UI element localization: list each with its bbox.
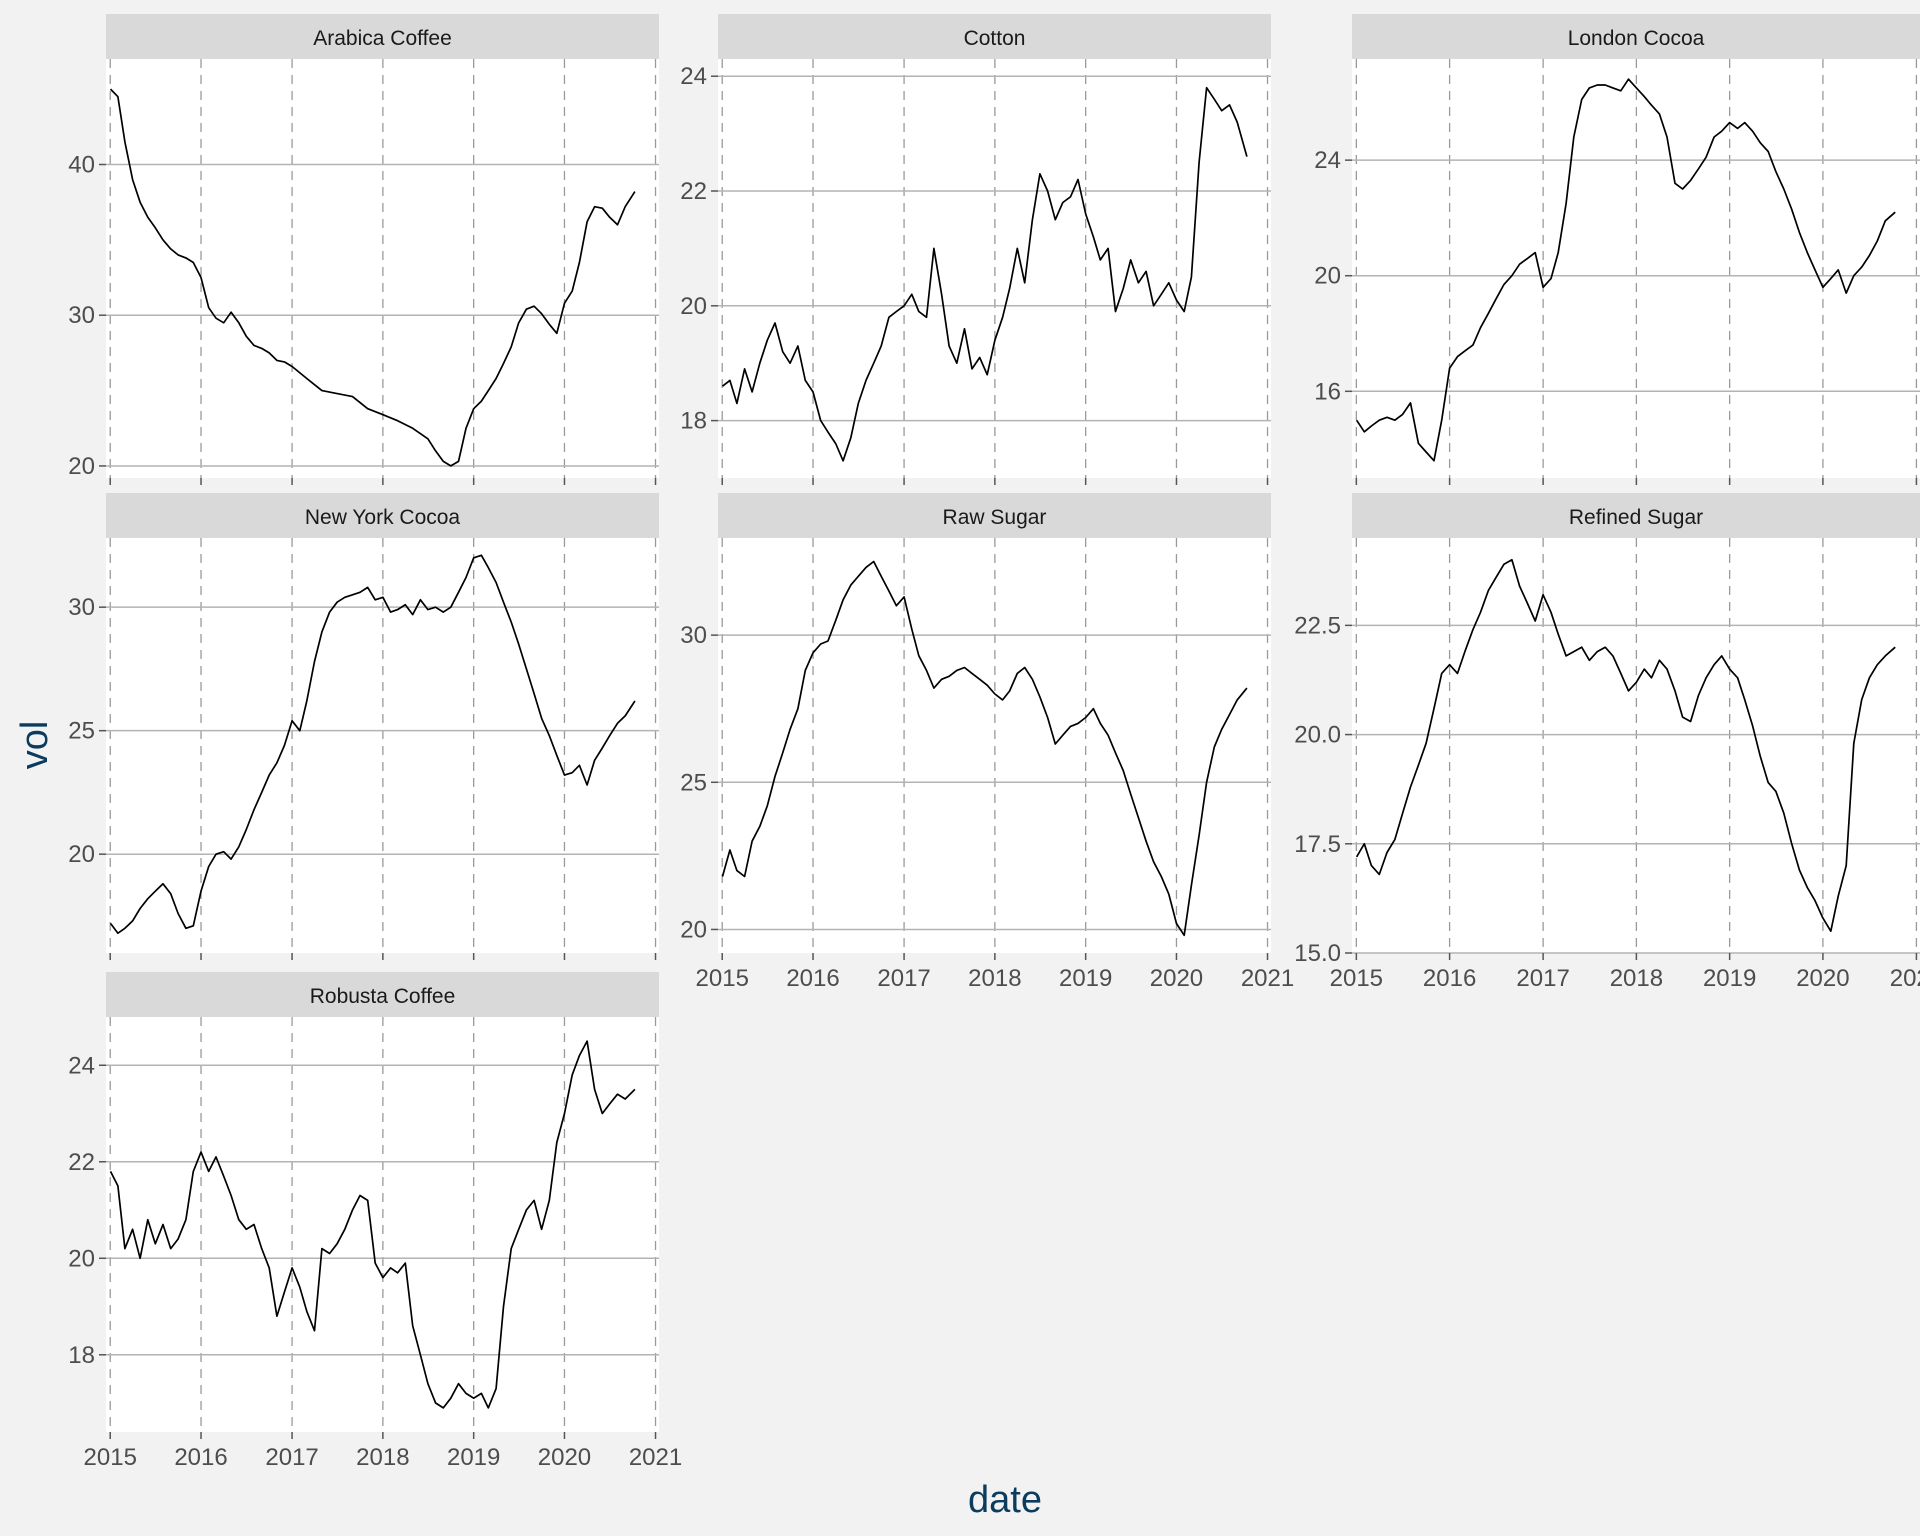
y-tick-label: 20 <box>680 916 707 943</box>
x-tick-label: 2019 <box>1059 965 1112 992</box>
panel-arabica-coffee: Arabica Coffee 20 30 40 <box>68 14 659 485</box>
strip-background <box>1352 14 1920 59</box>
y-tick-label: 25 <box>68 718 95 745</box>
x-tick-label: 2017 <box>265 1444 318 1471</box>
y-tick-label: 15.0 <box>1294 940 1341 967</box>
x-tick-label: 2019 <box>447 1444 500 1471</box>
series-line-raw-sugar <box>721 560 1248 937</box>
panel-cotton: Cotton 18 20 22 24 <box>680 14 1271 485</box>
y-tick-label: 20 <box>1314 263 1341 290</box>
strip-label: London Cocoa <box>1568 27 1705 50</box>
y-tick-label: 30 <box>680 622 707 649</box>
y-tick-label: 24 <box>68 1052 95 1079</box>
y-tick-label: 16 <box>1314 378 1341 405</box>
series-line-arabica-coffee <box>109 88 636 467</box>
strip-background <box>718 14 1271 59</box>
strip-background <box>718 493 1271 538</box>
y-tick-label: 24 <box>1314 147 1341 174</box>
x-tick-label: 2019 <box>1703 965 1756 992</box>
x-tick-label: 2016 <box>174 1444 227 1471</box>
x-tick-label: 2018 <box>1610 965 1663 992</box>
x-axis-title: date <box>968 1479 1042 1521</box>
strip-label: Raw Sugar <box>943 506 1047 529</box>
y-tick-label: 20.0 <box>1294 722 1341 749</box>
y-tick-label: 30 <box>68 594 95 621</box>
strip-label: Refined Sugar <box>1569 506 1703 529</box>
strip-background <box>106 14 659 59</box>
panel-london-cocoa: London Cocoa 16 20 24 <box>1314 14 1920 485</box>
y-tick-label: 22.5 <box>1294 612 1341 639</box>
panel-new-york-cocoa: New York Cocoa 20 25 30 <box>68 493 659 960</box>
x-tick-label: 2018 <box>968 965 1021 992</box>
x-tick-label: 2020 <box>538 1444 591 1471</box>
x-tick-label: 2018 <box>356 1444 409 1471</box>
y-tick-label: 24 <box>680 63 707 90</box>
series-line-london-cocoa <box>1355 78 1896 462</box>
strip-background <box>1352 493 1920 538</box>
strip-background <box>106 493 659 538</box>
strip-label: Arabica Coffee <box>313 27 452 50</box>
series-line-cotton <box>721 86 1248 462</box>
y-tick-label: 22 <box>68 1149 95 1176</box>
x-tick-label: 2016 <box>786 965 839 992</box>
y-tick-label: 22 <box>680 178 707 205</box>
y-tick-label: 25 <box>680 769 707 796</box>
x-tick-label: 2015 <box>1330 965 1383 992</box>
y-tick-label: 17.5 <box>1294 831 1341 858</box>
y-tick-label: 20 <box>68 1245 95 1272</box>
y-tick-label: 40 <box>68 152 95 179</box>
y-tick-label: 20 <box>680 293 707 320</box>
x-tick-label: 2017 <box>877 965 930 992</box>
x-tick-label: 2016 <box>1423 965 1476 992</box>
facet-panels: Arabica Coffee203040Cotton18202224London… <box>68 14 1920 1471</box>
strip-label: Cotton <box>964 27 1026 50</box>
y-tick-label: 20 <box>68 841 95 868</box>
x-tick-label: 2021 <box>629 1444 682 1471</box>
strip-label: Robusta Coffee <box>310 985 456 1008</box>
y-tick-label: 18 <box>680 408 707 435</box>
x-tick-label: 2021 <box>1241 965 1294 992</box>
panel-robusta-coffee: Robusta Coffee 18 20 22 24 2015 2016 2017 2018 20… <box>68 972 682 1471</box>
series-line-refined-sugar <box>1355 558 1896 933</box>
strip-label: New York Cocoa <box>305 506 461 529</box>
x-tick-label: 2021 <box>1890 965 1920 992</box>
x-tick-label: 2020 <box>1796 965 1849 992</box>
strip-background <box>106 972 659 1017</box>
y-tick-label: 30 <box>68 302 95 329</box>
x-tick-label: 2015 <box>696 965 749 992</box>
y-tick-label: 18 <box>68 1342 95 1369</box>
x-tick-label: 2017 <box>1516 965 1569 992</box>
y-axis-title: vol <box>14 721 56 770</box>
x-tick-label: 2020 <box>1150 965 1203 992</box>
panel-refined-sugar: Refined Sugar 15.0 17.5 20.0 22.5 2015 2016 201… <box>1294 493 1920 992</box>
panel-raw-sugar: Raw Sugar 20 25 30 2015 2016 2017 2018 2019 2020 2… <box>680 493 1294 992</box>
x-tick-label: 2015 <box>84 1444 137 1471</box>
y-tick-label: 20 <box>68 453 95 480</box>
series-line-robusta-coffee <box>109 1040 636 1409</box>
series-line-new-york-cocoa <box>109 554 636 935</box>
